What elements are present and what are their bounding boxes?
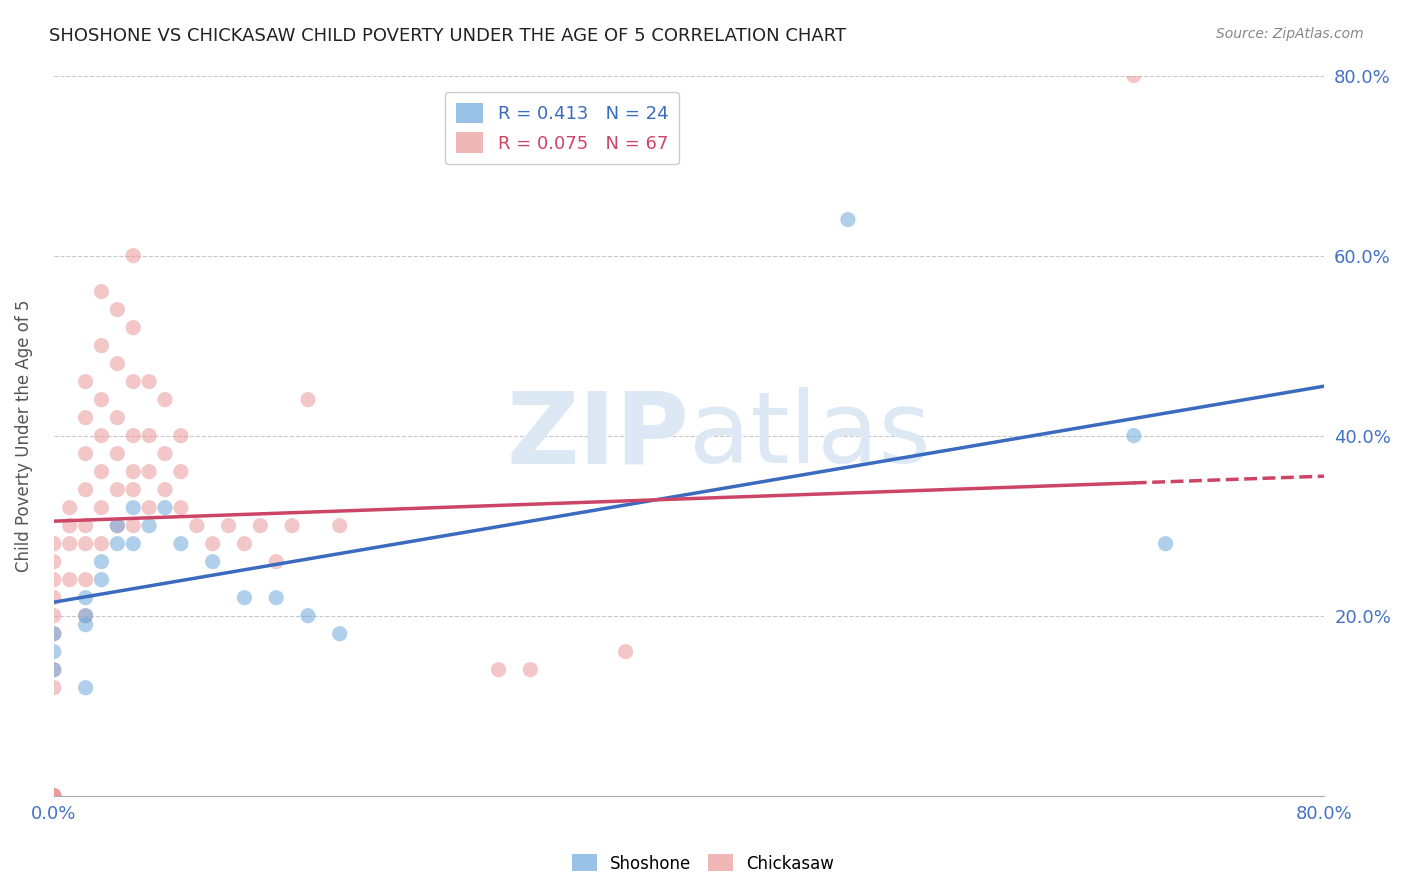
Point [122,518,145,533]
Point [122,500,145,515]
Point [42,789,65,803]
Point [90,500,112,515]
Point [233,591,256,605]
Point [90,465,112,479]
Point [75,447,97,461]
Point [138,518,160,533]
Point [90,555,112,569]
Point [42,573,65,587]
Text: Source: ZipAtlas.com: Source: ZipAtlas.com [1216,27,1364,41]
Point [59,573,82,587]
Point [105,447,128,461]
Point [519,663,541,677]
Point [75,410,97,425]
Text: SHOSHONE VS CHICKASAW CHILD POVERTY UNDER THE AGE OF 5 CORRELATION CHART: SHOSHONE VS CHICKASAW CHILD POVERTY UNDE… [49,27,846,45]
Point [90,392,112,407]
Legend: Shoshone, Chickasaw: Shoshone, Chickasaw [565,847,841,880]
Point [75,483,97,497]
Point [42,681,65,695]
Point [42,626,65,640]
Point [105,518,128,533]
Point [75,591,97,605]
Point [201,555,224,569]
Point [42,789,65,803]
Point [75,537,97,551]
Point [105,483,128,497]
Point [329,518,352,533]
Point [1122,428,1144,442]
Point [75,375,97,389]
Point [138,428,160,442]
Point [170,537,193,551]
Point [122,320,145,334]
Point [75,608,97,623]
Point [138,500,160,515]
Point [105,357,128,371]
Point [170,500,193,515]
Point [90,428,112,442]
Point [42,537,65,551]
Point [186,518,208,533]
Point [153,447,176,461]
Point [42,645,65,659]
Point [153,483,176,497]
Point [122,537,145,551]
Point [75,608,97,623]
Point [153,500,176,515]
Point [59,537,82,551]
Point [1122,69,1144,83]
Point [488,663,510,677]
Point [42,663,65,677]
Point [42,608,65,623]
Point [138,375,160,389]
Point [90,537,112,551]
Point [297,392,319,407]
Y-axis label: Child Poverty Under the Age of 5: Child Poverty Under the Age of 5 [15,300,32,572]
Point [42,663,65,677]
Point [614,645,637,659]
Point [75,573,97,587]
Point [42,789,65,803]
Point [122,249,145,263]
Point [75,518,97,533]
Point [105,302,128,317]
Point [105,518,128,533]
Text: ZIP: ZIP [506,387,689,484]
Point [264,591,287,605]
Point [122,465,145,479]
Point [297,608,319,623]
Point [42,789,65,803]
Point [122,428,145,442]
Point [75,617,97,632]
Point [170,428,193,442]
Point [105,410,128,425]
Point [138,465,160,479]
Point [90,285,112,299]
Point [264,555,287,569]
Point [42,555,65,569]
Point [281,518,304,533]
Point [329,626,352,640]
Point [122,375,145,389]
Point [233,537,256,551]
Point [42,591,65,605]
Point [122,483,145,497]
Text: atlas: atlas [689,387,931,484]
Point [249,518,271,533]
Point [90,573,112,587]
Legend: R = 0.413   N = 24, R = 0.075   N = 67: R = 0.413 N = 24, R = 0.075 N = 67 [446,92,679,164]
Point [75,681,97,695]
Point [42,626,65,640]
Point [170,465,193,479]
Point [837,212,859,227]
Point [153,392,176,407]
Point [105,537,128,551]
Point [1154,537,1177,551]
Point [90,338,112,352]
Point [201,537,224,551]
Point [59,500,82,515]
Point [218,518,240,533]
Point [59,518,82,533]
